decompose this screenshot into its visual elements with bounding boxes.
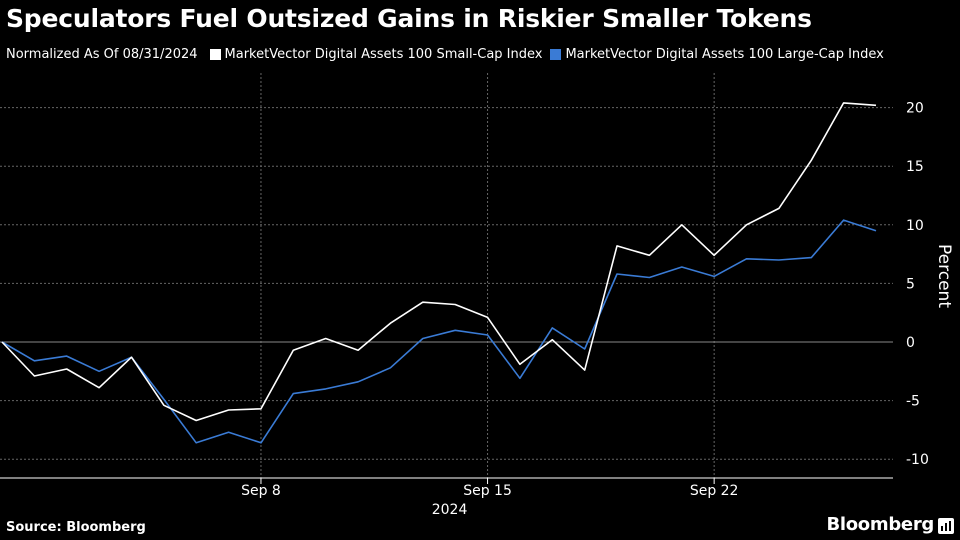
y-tick-label: 0 (906, 335, 915, 351)
legend-item-large-cap: MarketVector Digital Assets 100 Large-Ca… (550, 47, 884, 62)
source-note: Source: Bloomberg (6, 520, 146, 535)
bloomberg-terminal-icon (938, 518, 954, 534)
x-tick-label: Sep 15 (463, 483, 512, 499)
y-tick-label: 15 (906, 159, 924, 175)
y-tick-label: 20 (906, 101, 924, 117)
legend-swatch-small-cap (209, 49, 221, 60)
legend-swatch-large-cap (550, 49, 562, 60)
series-line-small-cap (1, 102, 877, 422)
chart-title: Speculators Fuel Outsized Gains in Riski… (6, 4, 812, 33)
brand-logo: Bloomberg (826, 514, 934, 535)
x-year-label: 2024 (432, 502, 468, 518)
x-tick-label: Sep 8 (241, 483, 281, 499)
x-tick-label: Sep 22 (690, 483, 739, 499)
y-tick-label: 5 (906, 276, 915, 292)
y-axis-label: Percent (934, 244, 954, 308)
legend: Normalized As Of 08/31/2024 MarketVector… (6, 47, 892, 62)
y-tick-label: 10 (906, 218, 924, 234)
legend-label-large-cap: MarketVector Digital Assets 100 Large-Ca… (565, 47, 884, 62)
y-tick-label: -5 (906, 394, 920, 410)
y-tick-label: -10 (906, 452, 929, 468)
legend-label-small-cap: MarketVector Digital Assets 100 Small-Ca… (224, 47, 543, 62)
legend-subtitle: Normalized As Of 08/31/2024 (6, 47, 198, 62)
series-line-large-cap (1, 219, 877, 444)
legend-item-small-cap: MarketVector Digital Assets 100 Small-Ca… (209, 47, 543, 62)
